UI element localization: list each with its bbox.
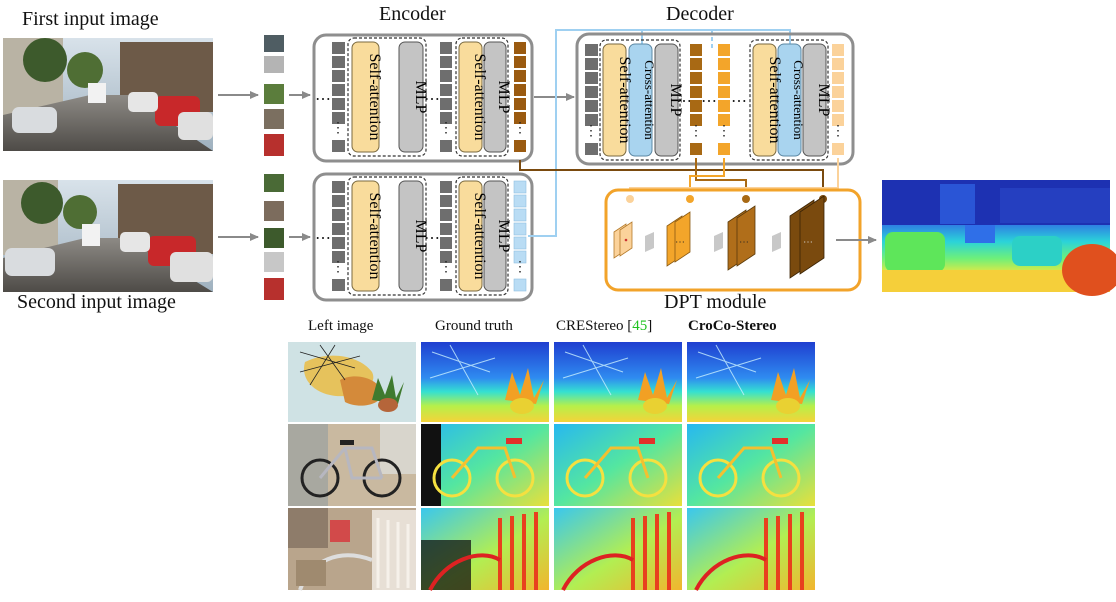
column-header-croco-stereo: CroCo-Stereo [688,318,777,334]
patches-image2 [264,174,284,300]
cross-attention-label: Cross-attention [642,60,657,140]
second-input-label: Second input image [17,291,176,313]
column-header-ground-truth: Ground truth [435,318,513,334]
column-header-left-image: Left image [308,318,374,334]
svg-text:⋯: ⋯ [731,93,747,110]
decoder-label: Decoder [666,3,734,25]
svg-text:⋮: ⋮ [439,260,453,275]
first-input-image [3,38,213,151]
first-input-label: First input image [22,8,159,30]
crestereo-row3 [554,508,682,591]
svg-text:⋮: ⋮ [513,121,527,136]
citation-number[interactable]: 45 [632,318,648,334]
croco-stereo-row2 [687,424,815,506]
svg-text:⋯: ⋯ [424,91,440,108]
mlp-label: MLP [495,81,512,114]
svg-text:⋯: ⋯ [675,237,685,248]
svg-text:⋮: ⋮ [717,124,731,139]
patches-image1 [264,35,284,156]
dpt-module-label: DPT module [664,291,767,313]
citation-close: ] [647,318,653,334]
decoder: ⋮ Self-attention Cross-attention MLP ⋯ ⋮… [575,32,855,166]
self-attention-label: Self-attention [616,56,633,143]
crestereo-name: CREStereo [556,318,624,334]
svg-text:⋮: ⋮ [513,260,527,275]
dpt-module: ⋯ ⋯ ⋯ [604,188,862,292]
svg-text:⋯: ⋯ [739,237,749,248]
self-attention-label: Self-attention [366,192,383,279]
svg-text:⋯: ⋯ [676,93,692,110]
svg-text:⋯: ⋯ [315,230,331,247]
self-attention-label: Self-attention [471,53,488,140]
svg-text:⋮: ⋮ [331,260,345,275]
left-image-row1 [288,342,416,422]
encoder-bottom: ⋮ ⋯ Self-attention MLP ⋯ ⋮ Self-attentio… [312,172,534,302]
crestereo-row2 [554,424,682,506]
crestereo-row1 [554,342,682,422]
svg-text:⋮: ⋮ [584,124,598,139]
ground-truth-row3 [421,508,549,591]
svg-text:⋮: ⋮ [831,124,845,139]
citation-open: [ [627,318,633,334]
encoder-label: Encoder [379,3,446,25]
mlp-label: MLP [412,81,429,114]
encoder-top: ⋮ ⋯ Self-attention MLP ⋯ ⋮ Self-attentio… [312,33,534,163]
croco-stereo-row3 [687,508,815,591]
ground-truth-row2 [421,424,549,506]
svg-text:⋮: ⋮ [331,121,345,136]
left-image-row2 [288,424,416,506]
ground-truth-row1 [421,342,549,422]
mlp-label: MLP [667,84,684,117]
mlp-label: MLP [815,84,832,117]
second-input-image [3,180,213,292]
svg-text:⋯: ⋯ [315,91,331,108]
self-attention-label: Self-attention [766,56,783,143]
mlp-label: MLP [495,220,512,253]
svg-text:⋯: ⋯ [701,93,717,110]
depth-output-map [882,180,1116,296]
croco-stereo-row1 [687,342,815,422]
column-header-crestereo: CREStereo [45] [556,318,652,335]
self-attention-label: Self-attention [366,53,383,140]
svg-text:⋯: ⋯ [803,237,813,248]
left-image-row3 [288,508,416,591]
cross-attention-label: Cross-attention [791,60,806,140]
self-attention-label: Self-attention [471,192,488,279]
svg-text:⋮: ⋮ [439,121,453,136]
svg-text:⋯: ⋯ [424,230,440,247]
mlp-label: MLP [412,220,429,253]
svg-text:⋮: ⋮ [689,124,703,139]
